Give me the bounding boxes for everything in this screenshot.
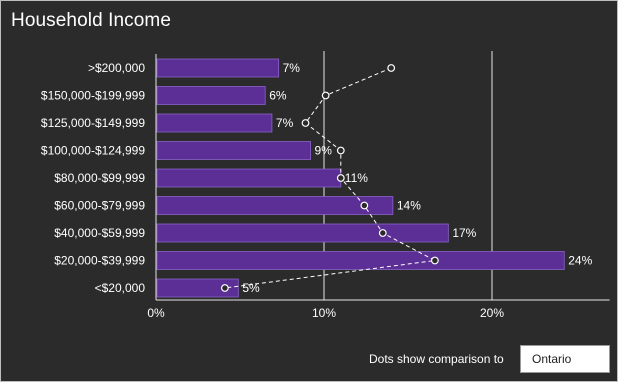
comparison-dot	[387, 64, 396, 72]
category-label: $150,000-$199,999	[41, 89, 145, 103]
comparison-dot	[301, 119, 310, 127]
bar	[156, 141, 311, 160]
bar	[156, 168, 342, 188]
data-label: 24%	[568, 254, 592, 268]
data-label: 17%	[452, 226, 476, 240]
category-label: $60,000-$79,999	[54, 199, 145, 213]
comparison-select[interactable]: Ontario	[520, 345, 610, 373]
comparison-dot	[430, 256, 439, 265]
data-label: 7%	[283, 61, 301, 75]
data-label: 9%	[315, 144, 333, 158]
bar	[156, 223, 449, 243]
comparison-dot	[378, 229, 387, 237]
category-label: $125,000-$149,999	[41, 116, 145, 130]
bar	[156, 278, 239, 298]
bar	[156, 86, 266, 105]
x-tick-label: 10%	[312, 306, 336, 320]
data-label: 7%	[276, 116, 294, 130]
comparison-dot	[321, 91, 330, 100]
bar	[156, 251, 565, 270]
data-label: 11%	[345, 171, 368, 185]
category-label: <$20,000	[95, 281, 146, 295]
comparison-dot	[336, 146, 345, 155]
data-label: 5%	[242, 281, 260, 295]
comparison-dot	[360, 201, 369, 210]
comparison-label: Dots show comparison to	[369, 352, 504, 366]
data-label: 6%	[269, 89, 287, 103]
data-label: 14%	[397, 199, 421, 213]
category-label: $40,000-$59,999	[54, 226, 145, 240]
comparison-dot	[220, 284, 229, 292]
x-tick-label: 20%	[480, 306, 504, 320]
x-tick-label: 0%	[147, 306, 165, 320]
category-label: $20,000-$39,999	[54, 254, 145, 268]
bar	[156, 58, 280, 78]
category-label: >$200,000	[88, 61, 145, 75]
chart-title: Household Income	[11, 10, 172, 31]
category-label: $80,000-$99,999	[54, 171, 145, 185]
bar	[156, 196, 394, 215]
category-label: $100,000-$124,999	[41, 144, 145, 158]
bar	[156, 113, 273, 133]
comparison-dot	[336, 174, 345, 182]
